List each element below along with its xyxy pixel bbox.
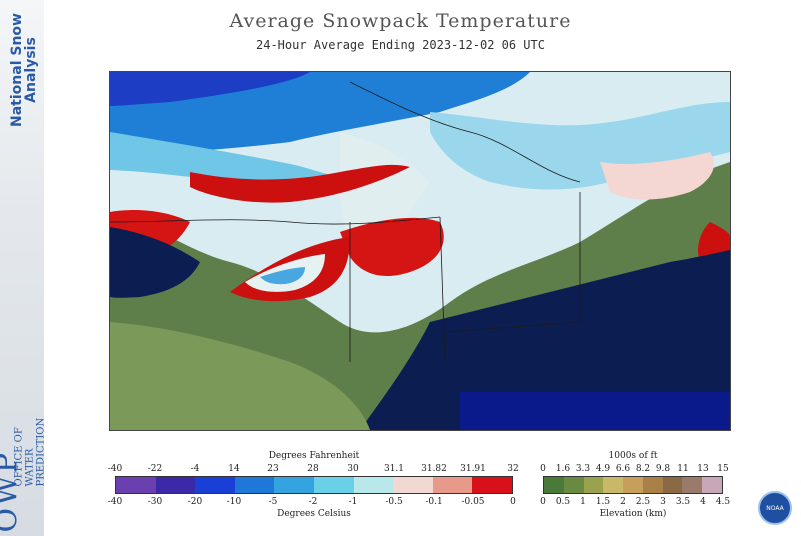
fahrenheit-tick: 31.91	[460, 464, 486, 474]
km-tick: 1.5	[595, 497, 611, 507]
temp-swatch	[313, 477, 354, 493]
feet-tick: 9.8	[655, 464, 671, 474]
elev-legend-top-label: 1000s of ft	[608, 451, 658, 461]
celsius-tick: -10	[226, 497, 242, 507]
elev-swatch	[544, 477, 564, 493]
elev-swatch	[563, 477, 584, 493]
km-tick: 2	[620, 497, 626, 507]
temp-swatch	[116, 477, 156, 493]
feet-tick: 0	[540, 464, 546, 474]
celsius-tick: -5	[268, 497, 278, 507]
temp-swatch	[353, 477, 394, 493]
fahrenheit-tick: 23	[267, 464, 279, 474]
km-tick: 4	[700, 497, 706, 507]
fahrenheit-tick: -40	[107, 464, 123, 474]
fahrenheit-tick: -22	[147, 464, 163, 474]
km-tick: 2.5	[635, 497, 651, 507]
celsius-tick: -0.05	[461, 497, 485, 507]
temp-swatch	[432, 477, 473, 493]
temp-legend-bottom-label: Degrees Celsius	[277, 509, 351, 519]
elev-swatch	[642, 477, 663, 493]
feet-tick: 3.3	[575, 464, 591, 474]
office-line: WATER	[24, 448, 36, 487]
celsius-tick: -0.1	[425, 497, 443, 507]
fahrenheit-tick: 31.82	[421, 464, 447, 474]
feet-tick: 15	[717, 464, 729, 474]
elev-legend-bottom-label: Elevation (km)	[599, 509, 667, 519]
feet-tick: 1.6	[555, 464, 571, 474]
owp-sidebar: National Snow Analysis OFFICE OF WATER P…	[0, 0, 47, 536]
elev-swatch	[682, 477, 703, 493]
fahrenheit-ticks: -40 -22 -4 14 23 28 30 31.1 31.82 31.91 …	[108, 464, 519, 476]
celsius-tick: -30	[147, 497, 163, 507]
km-tick: 3.5	[675, 497, 691, 507]
feet-ticks: 0 1.6 3.3 4.9 6.6 8.2 9.8 11 13 15	[540, 464, 729, 476]
celsius-tick: -40	[107, 497, 123, 507]
km-tick: 0	[540, 497, 546, 507]
temp-swatch	[393, 477, 433, 493]
map-subtitle: 24-Hour Average Ending 2023-12-02 06 UTC	[256, 38, 545, 52]
celsius-tick: 0	[510, 497, 516, 507]
feet-tick: 6.6	[615, 464, 631, 474]
temperature-color-bar	[115, 476, 513, 494]
feet-tick: 4.9	[595, 464, 611, 474]
temp-swatch	[234, 477, 275, 493]
km-tick: 0.5	[555, 497, 571, 507]
celsius-tick: -20	[187, 497, 203, 507]
temp-swatch	[472, 477, 512, 493]
feet-tick: 11	[677, 464, 689, 474]
celsius-tick: -2	[308, 497, 318, 507]
temp-legend-top-label: Degrees Fahrenheit	[268, 451, 360, 461]
fahrenheit-tick: 31.1	[383, 464, 405, 474]
fahrenheit-tick: 30	[347, 464, 359, 474]
feet-tick: 8.2	[635, 464, 651, 474]
feet-tick: 13	[697, 464, 709, 474]
km-tick: 3	[660, 497, 666, 507]
fahrenheit-tick: 14	[228, 464, 240, 474]
elev-swatch	[702, 477, 723, 493]
km-tick: 4.5	[715, 497, 731, 507]
noaa-logo: NOAA	[758, 491, 792, 525]
owp-logo: OWP	[0, 450, 25, 533]
celsius-tick: -1	[348, 497, 358, 507]
temp-swatch	[155, 477, 196, 493]
temp-swatch	[274, 477, 314, 493]
elev-swatch	[603, 477, 624, 493]
map-title: Average Snowpack Temperature	[229, 10, 572, 32]
km-tick: 1	[580, 497, 586, 507]
fahrenheit-tick: 28	[307, 464, 319, 474]
celsius-ticks: -40 -30 -20 -10 -5 -2 -1 -0.5 -0.1 -0.05…	[108, 497, 516, 509]
map-image	[110, 72, 730, 430]
elev-swatch	[583, 477, 604, 493]
elev-swatch	[623, 477, 643, 493]
fahrenheit-tick: 32	[507, 464, 519, 474]
temp-swatch	[195, 477, 235, 493]
office-line: PREDICTION	[35, 417, 47, 487]
elevation-color-bar	[543, 476, 723, 494]
elev-swatch	[662, 477, 683, 493]
fahrenheit-tick: -4	[190, 464, 200, 474]
snowpack-map	[109, 71, 731, 431]
km-ticks: 0 0.5 1 1.5 2 2.5 3 3.5 4 4.5	[540, 497, 730, 509]
celsius-tick: -0.5	[385, 497, 403, 507]
